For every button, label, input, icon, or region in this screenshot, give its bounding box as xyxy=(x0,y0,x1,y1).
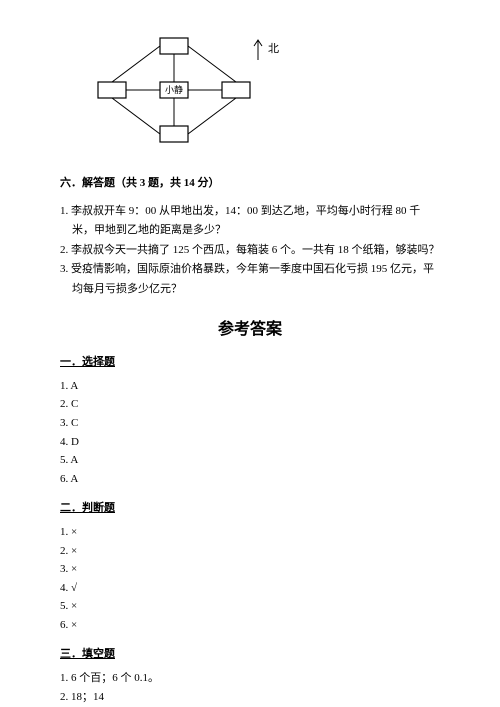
sec1-item: 5. A xyxy=(60,452,440,470)
sec2-item: 3. × xyxy=(60,561,440,579)
q1-line2: 米，甲地到乙地的距离是多少？ xyxy=(72,222,440,240)
sec1-item: 4. D xyxy=(60,434,440,452)
sec3-item: 1. 6 个百；6 个 0.1。 xyxy=(60,670,440,688)
sec2-item: 1. × xyxy=(60,524,440,542)
direction-diagram: 小静 北 xyxy=(90,30,290,150)
sec1-item: 1. A xyxy=(60,378,440,396)
section6-title: 六．解答题（共 3 题，共 14 分） xyxy=(60,175,440,193)
center-label: 小静 xyxy=(165,84,183,95)
q2: 2. 李叔叔今天一共摘了 125 个西瓜，每箱装 6 个。一共有 18 个纸箱，… xyxy=(60,242,440,260)
q3-line1: 3. 受疫情影响，国际原油价格暴跌，今年第一季度中国石化亏损 195 亿元，平 xyxy=(60,261,440,279)
sec1-item: 6. A xyxy=(60,471,440,489)
sec2-item: 4. √ xyxy=(60,580,440,598)
sec1-item: 3. C xyxy=(60,415,440,433)
sec3-title: 三．填空题 xyxy=(60,646,440,664)
q3-line2: 均每月亏损多少亿元？ xyxy=(72,281,440,299)
sec1-title: 一．选择题 xyxy=(60,354,440,372)
sec2-title: 二．判断题 xyxy=(60,500,440,518)
sec2-item: 5. × xyxy=(60,598,440,616)
sec3-item: 2. 18；14 xyxy=(60,689,440,707)
q1-line1: 1. 李叔叔开车 9：00 从甲地出发，14：00 到达乙地，平均每小时行程 8… xyxy=(60,203,440,221)
answer-header: 参考答案 xyxy=(60,317,440,343)
sec1-item: 2. C xyxy=(60,396,440,414)
sec2-item: 2. × xyxy=(60,543,440,561)
north-label: 北 xyxy=(268,42,279,55)
sec2-item: 6. × xyxy=(60,617,440,635)
